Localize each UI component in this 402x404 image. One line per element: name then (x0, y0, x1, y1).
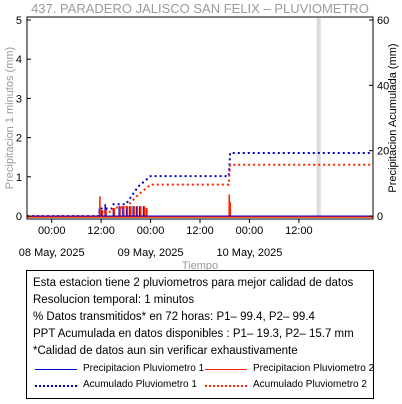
shaded-band-layer (316, 18, 321, 218)
y-right-tick-label-3: 60 (377, 15, 389, 27)
x-date-label-0: 08 May, 2025 (19, 247, 85, 259)
legend-label-precip-1: Precipitacion Pluviometro 1 (83, 363, 205, 374)
chart-title: 437. PARADERO JALISCO SAN FELIX – PLUVIO… (31, 1, 369, 16)
series-layer (27, 152, 373, 218)
x-tick-label-2: 00:00 (137, 225, 165, 237)
x-tick-label-5: 12:00 (285, 225, 313, 237)
accum-line-3 (27, 163, 373, 217)
info-line-stations: Esta estacion tiene 2 pluviometros para … (33, 277, 354, 289)
legend-swatch-precip-1 (35, 369, 77, 370)
y-left-tick-label-0: 0 (16, 211, 22, 223)
y-right-tick-label-0: 0 (377, 211, 383, 223)
legend-swatch-accum-2 (205, 385, 247, 387)
y-axis-label-right: Precipitacion Acumulada (mm) (387, 43, 399, 192)
legend-swatch-precip-2 (205, 369, 247, 370)
x-tick-label-0: 00:00 (38, 225, 66, 237)
x-tick-label-3: 12:00 (186, 225, 214, 237)
info-line-accumulated: PPT Acumulada en datos disponibles : P1–… (33, 328, 354, 340)
y-left-tick-label-1: 1 (16, 172, 22, 184)
x-axis-label: Tiempo (182, 260, 218, 270)
x-tick-label-4: 00:00 (236, 225, 264, 237)
x-date-label-2: 09 May, 2025 (118, 247, 184, 259)
legend-swatch-accum-1 (35, 385, 77, 387)
info-line-transmitted: % Datos transmitidos* en 72 horas: P1– 9… (33, 311, 315, 323)
legend-label-accum-2: Acumulado Pluviometro 2 (253, 379, 367, 390)
y-axis-label-left: Precipitacion 1 minutos (mm) (4, 47, 16, 189)
shaded-band (316, 18, 321, 218)
y-left-tick-label-5: 5 (16, 15, 22, 27)
info-box: Esta estacion tiene 2 pluviometros para … (26, 270, 374, 399)
info-line-quality: *Calidad de datos aun sin verificar exha… (33, 345, 298, 357)
plot-frame (26, 16, 374, 220)
legend-label-accum-1: Acumulado Pluviometro 1 (83, 379, 197, 390)
info-line-resolution: Resolucion temporal: 1 minutos (33, 294, 195, 306)
y-left-tick-label-2: 2 (16, 133, 22, 145)
accum-line-2 (27, 152, 373, 217)
y-left-tick-label-4: 4 (16, 54, 22, 66)
x-date-label-4: 10 May, 2025 (217, 247, 283, 259)
legend-label-precip-2: Precipitacion Pluviometro 2 (253, 363, 375, 374)
y-right-tick-label-2: 40 (377, 80, 389, 92)
y-right-tick-label-1: 20 (377, 146, 389, 158)
x-tick-label-1: 12:00 (87, 225, 115, 237)
y-left-tick-label-3: 3 (16, 93, 22, 105)
